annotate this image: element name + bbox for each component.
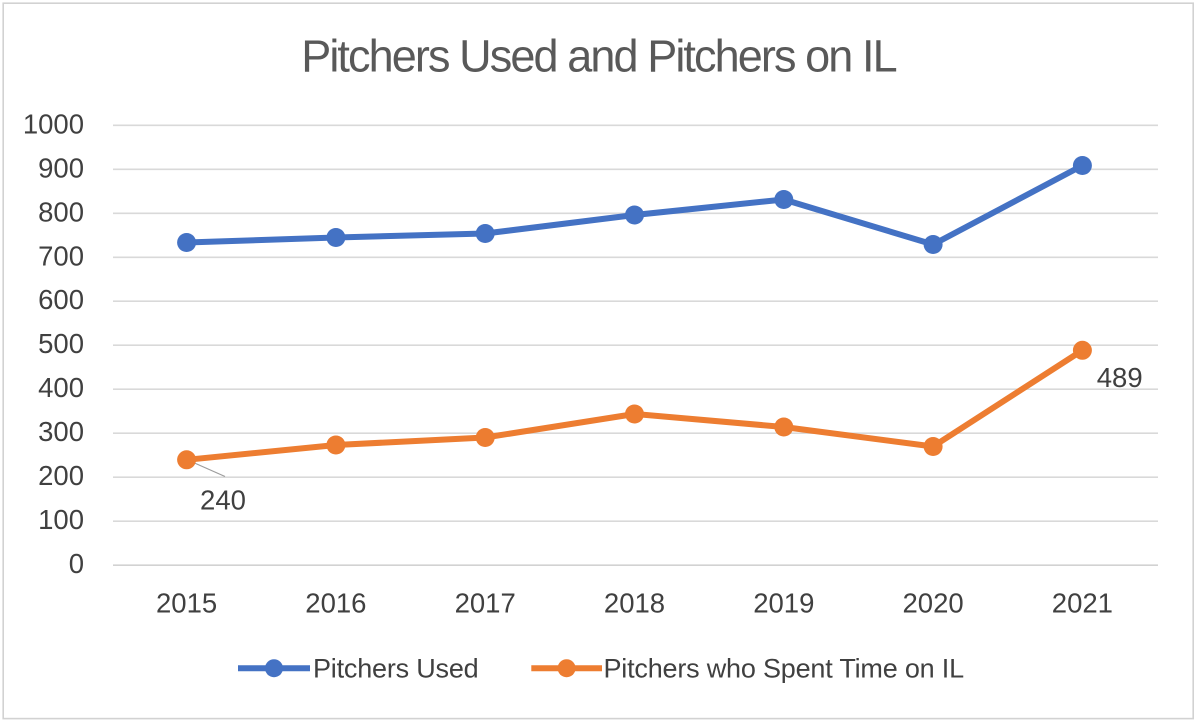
svg-text:0: 0 [69,548,84,579]
svg-text:100: 100 [38,504,84,535]
svg-text:700: 700 [38,240,84,271]
svg-text:Pitchers Used: Pitchers Used [313,654,478,684]
svg-text:2016: 2016 [305,587,366,618]
svg-text:800: 800 [38,196,84,227]
svg-text:240: 240 [200,484,246,515]
svg-text:200: 200 [38,460,84,491]
svg-text:489: 489 [1097,362,1143,393]
svg-text:2019: 2019 [753,587,814,618]
svg-text:2018: 2018 [604,587,665,618]
svg-text:Pitchers Used and Pitchers on: Pitchers Used and Pitchers on IL [301,31,896,82]
svg-text:600: 600 [38,284,84,315]
svg-text:500: 500 [38,328,84,359]
svg-text:2017: 2017 [455,587,516,618]
svg-text:2020: 2020 [903,587,964,618]
svg-text:2015: 2015 [156,587,217,618]
svg-text:300: 300 [38,416,84,447]
svg-text:900: 900 [38,152,84,183]
svg-text:1000: 1000 [23,108,84,139]
svg-text:Pitchers who Spent Time on IL: Pitchers who Spent Time on IL [604,654,965,684]
svg-text:2021: 2021 [1052,587,1113,618]
svg-text:400: 400 [38,372,84,403]
